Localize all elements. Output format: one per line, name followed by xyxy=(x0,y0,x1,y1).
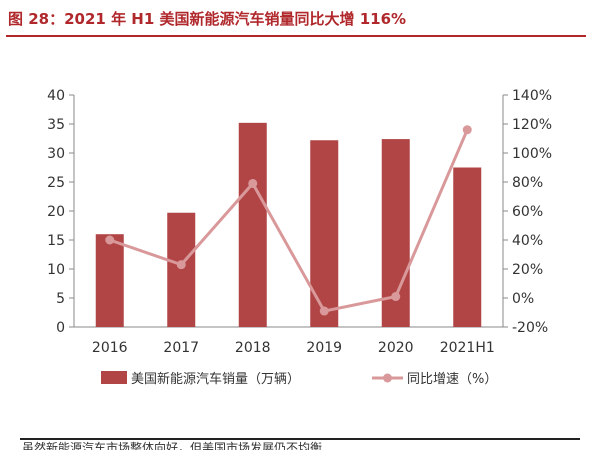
bar-series xyxy=(95,122,482,327)
left-tick-label: 15 xyxy=(47,233,65,249)
legend: 美国新能源汽车销量（万辆） 同比增速（%） xyxy=(101,371,497,387)
right-tick-label: 40% xyxy=(512,233,543,249)
footer-text: 虽然新能源汽车市场整体向好，但美国市场发展仍不均衡 xyxy=(22,441,323,450)
bar xyxy=(167,212,196,327)
right-tick-label: 140% xyxy=(512,88,552,104)
growth-line xyxy=(109,129,469,313)
x-tick-label: 2016 xyxy=(92,340,128,356)
legend-line-marker xyxy=(383,373,392,383)
left-tick-label: 25 xyxy=(47,175,65,191)
left-tick-label: 0 xyxy=(56,320,65,336)
left-tick-label: 35 xyxy=(47,117,65,133)
right-tick-label: -20% xyxy=(512,320,548,336)
figure-title: 图 28：2021 年 H1 美国新能源汽车销量同比大增 116% xyxy=(8,10,407,28)
left-tick-label: 5 xyxy=(56,291,65,307)
line-point xyxy=(105,235,115,245)
x-tick-label: 2021H1 xyxy=(440,340,495,356)
x-tick-label: 2017 xyxy=(163,340,199,356)
line-point xyxy=(319,306,329,316)
title-underline xyxy=(6,35,586,37)
line-point xyxy=(462,125,472,135)
line-point xyxy=(248,178,258,188)
line-series xyxy=(105,125,472,316)
legend-bar-swatch xyxy=(101,371,127,384)
bar xyxy=(95,234,124,327)
bar xyxy=(310,140,339,327)
right-tick-label: 120% xyxy=(512,117,552,133)
x-tick-label: 2018 xyxy=(235,340,271,356)
x-tick-label: 2019 xyxy=(306,340,342,356)
left-tick-label: 20 xyxy=(47,204,65,220)
right-tick-label: 0% xyxy=(512,291,534,307)
left-tick-label: 30 xyxy=(47,146,65,162)
right-tick-label: 80% xyxy=(512,175,543,191)
legend-bar-label: 美国新能源汽车销量（万辆） xyxy=(131,371,300,387)
line-point xyxy=(176,260,186,270)
x-axis-labels: 2016 2017 2018 2019 2020 2021H1 xyxy=(92,340,495,356)
right-tick-label: 100% xyxy=(512,146,552,162)
left-axis: 0 5 10 15 20 25 30 35 40 xyxy=(47,88,503,336)
bar xyxy=(238,122,267,327)
right-tick-label: 20% xyxy=(512,262,543,278)
x-tick-label: 2020 xyxy=(378,340,414,356)
right-tick-label: 60% xyxy=(512,204,543,220)
line-point xyxy=(391,292,401,302)
bar xyxy=(453,167,482,327)
legend-line-label: 同比增速（%） xyxy=(407,372,497,387)
left-tick-label: 10 xyxy=(47,262,65,278)
left-tick-label: 40 xyxy=(47,88,65,104)
footer-rule xyxy=(20,438,580,440)
right-axis: -20% 0% 20% 40% 60% 80% 100% 120% 140% xyxy=(502,88,552,336)
